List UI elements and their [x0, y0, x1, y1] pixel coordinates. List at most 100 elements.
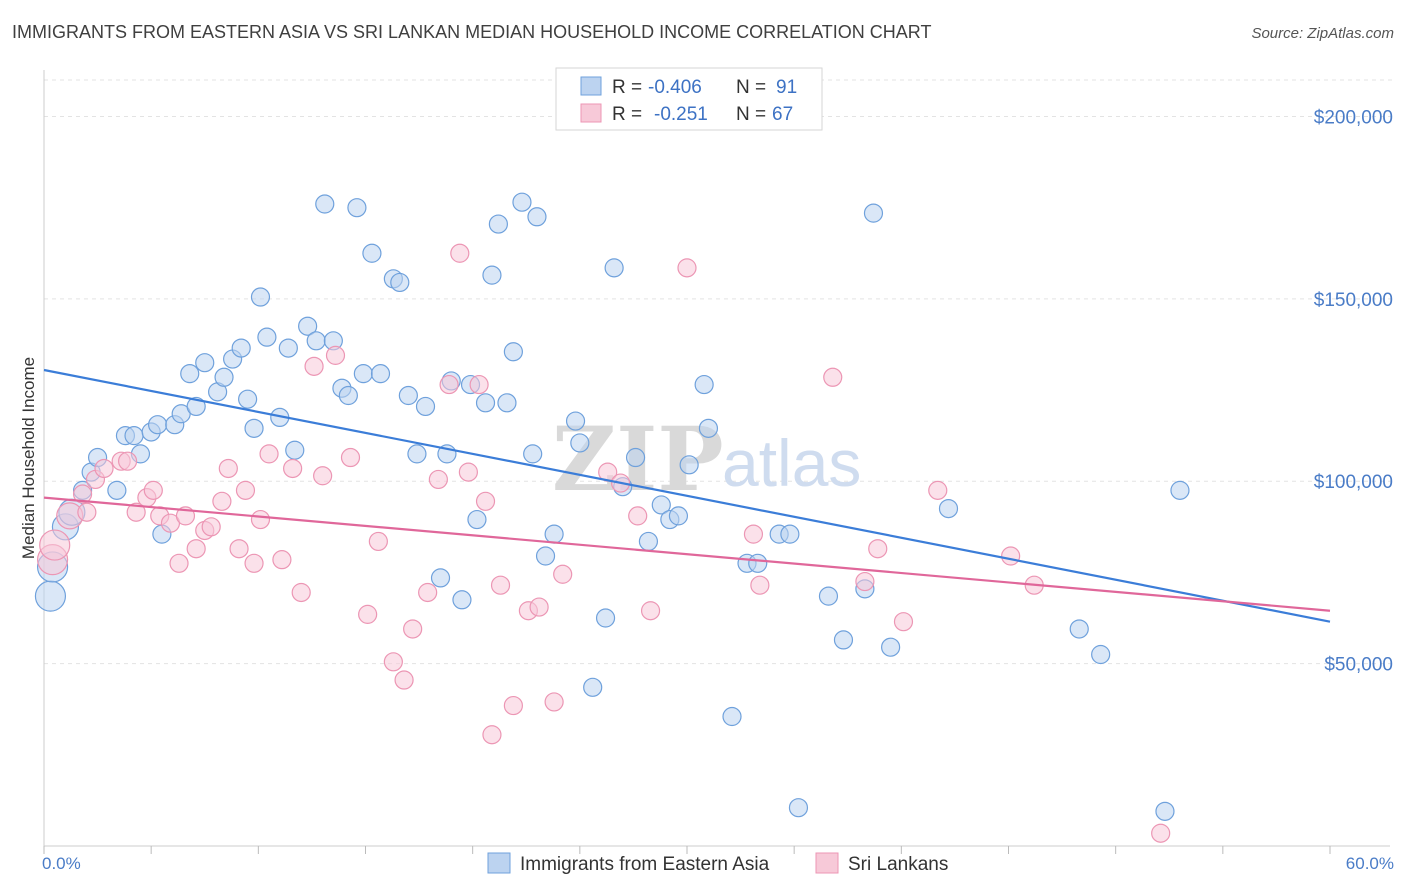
point-eastern-asia [748, 553, 768, 573]
point-sri-lankan [529, 597, 549, 617]
point-eastern-asia [1155, 801, 1175, 821]
y-tick-label: $200,000 [1314, 107, 1393, 128]
point-sri-lankan [291, 582, 311, 603]
legend-r-value-2: -0.251 [654, 104, 708, 125]
point-sri-lankan [450, 243, 470, 263]
point-sri-lankan [244, 553, 264, 573]
point-eastern-asia [651, 495, 671, 515]
x-ticks [43, 846, 1331, 854]
point-eastern-asia [353, 364, 373, 384]
point-eastern-asia [863, 203, 884, 223]
point-eastern-asia [535, 546, 556, 566]
point-eastern-asia [415, 396, 436, 417]
point-eastern-asia [565, 411, 586, 431]
point-eastern-asia [250, 287, 271, 307]
point-eastern-asia [722, 706, 742, 727]
point-eastern-asia [497, 393, 517, 413]
legend-n-value-2: 67 [772, 104, 793, 125]
point-sri-lankan [77, 502, 97, 522]
point-sri-lankan [458, 462, 478, 482]
point-sri-lankan [169, 553, 189, 573]
legend-n-label-1: N = [736, 77, 766, 98]
point-sri-lankan [143, 480, 163, 500]
point-eastern-asia [231, 338, 251, 358]
grid [44, 79, 1394, 665]
point-sri-lankan [640, 601, 661, 621]
y-axis-label: Median Household Income [19, 357, 38, 559]
legend: R = -0.406 N = 91 R = -0.251 N = 67 [555, 67, 823, 131]
point-sri-lankan [475, 491, 496, 511]
point-sri-lankan [368, 531, 388, 552]
point-eastern-asia [362, 243, 382, 263]
point-eastern-asia [315, 194, 335, 214]
point-sri-lankan [259, 444, 279, 464]
point-eastern-asia [244, 418, 264, 438]
point-sri-lankan [418, 582, 438, 603]
point-eastern-asia [475, 393, 496, 413]
point-eastern-asia [938, 498, 959, 519]
point-sri-lankan [283, 458, 303, 479]
point-eastern-asia [544, 524, 564, 544]
point-sri-lankan [272, 550, 292, 570]
point-sri-lankan [304, 356, 324, 376]
point-eastern-asia [595, 608, 616, 628]
point-eastern-asia [398, 385, 418, 406]
watermark-atlas: atlas [722, 426, 861, 500]
point-eastern-asia [698, 418, 719, 438]
point-sri-lankan [403, 619, 423, 639]
point-eastern-asia [306, 331, 326, 351]
point-sri-lankan [855, 571, 875, 592]
point-eastern-asia [370, 364, 391, 384]
point-sri-lankan [394, 670, 414, 690]
trend-line-sri-lankan [43, 496, 1331, 612]
y-tick-labels: $50,000 $100,000 $150,000 $200,000 [1314, 107, 1393, 675]
point-sri-lankan [212, 491, 232, 511]
point-sri-lankan [503, 695, 523, 716]
point-sri-lankan [340, 447, 361, 468]
point-sri-lankan [628, 506, 648, 526]
point-eastern-asia [488, 214, 508, 234]
point-eastern-asia [503, 342, 523, 362]
point-eastern-asia [347, 198, 367, 218]
point-eastern-asia [818, 586, 839, 606]
point-sri-lankan [743, 524, 764, 544]
chart-title: IMMIGRANTS FROM EASTERN ASIA VS SRI LANK… [12, 22, 931, 42]
point-eastern-asia [278, 338, 298, 358]
point-eastern-asia [1170, 480, 1190, 500]
point-sri-lankan [439, 374, 459, 395]
point-sri-lankan [553, 564, 573, 584]
point-sri-lankan [250, 509, 271, 530]
point-sri-lankan [677, 258, 697, 278]
point-eastern-asia [512, 192, 532, 212]
bottom-legend-swatch-blue [487, 852, 511, 874]
bottom-legend-label-eastern-asia: Immigrants from Eastern Asia [520, 854, 770, 875]
point-sri-lankan [544, 692, 564, 712]
point-eastern-asia [124, 426, 144, 446]
point-eastern-asia [788, 798, 809, 818]
point-eastern-asia [625, 447, 646, 468]
point-eastern-asia [407, 444, 427, 464]
point-eastern-asia [668, 506, 689, 526]
point-sri-lankan [428, 469, 448, 490]
point-sri-lankan [72, 484, 93, 504]
point-sri-lankan [893, 612, 914, 632]
legend-r-value-1: -0.406 [648, 77, 702, 98]
point-sri-lankan [313, 466, 333, 486]
point-sri-lankan [469, 374, 489, 395]
point-eastern-asia [604, 258, 624, 278]
point-eastern-asia [186, 396, 206, 417]
y-tick-label: $100,000 [1314, 472, 1393, 493]
bottom-legend-label-sri-lankans: Sri Lankans [848, 854, 948, 875]
x-tick-label-min: 0.0% [42, 854, 81, 873]
legend-swatch-pink [580, 103, 602, 123]
point-sri-lankan [1151, 823, 1171, 843]
point-eastern-asia [638, 531, 659, 552]
point-eastern-asia [467, 509, 487, 530]
bottom-legend-swatch-pink [815, 852, 839, 874]
point-sri-lankan [94, 458, 114, 479]
point-eastern-asia [338, 385, 358, 406]
legend-n-label-2: N = [736, 104, 766, 125]
point-sri-lankan [823, 367, 843, 387]
point-sri-lankan [126, 502, 146, 522]
